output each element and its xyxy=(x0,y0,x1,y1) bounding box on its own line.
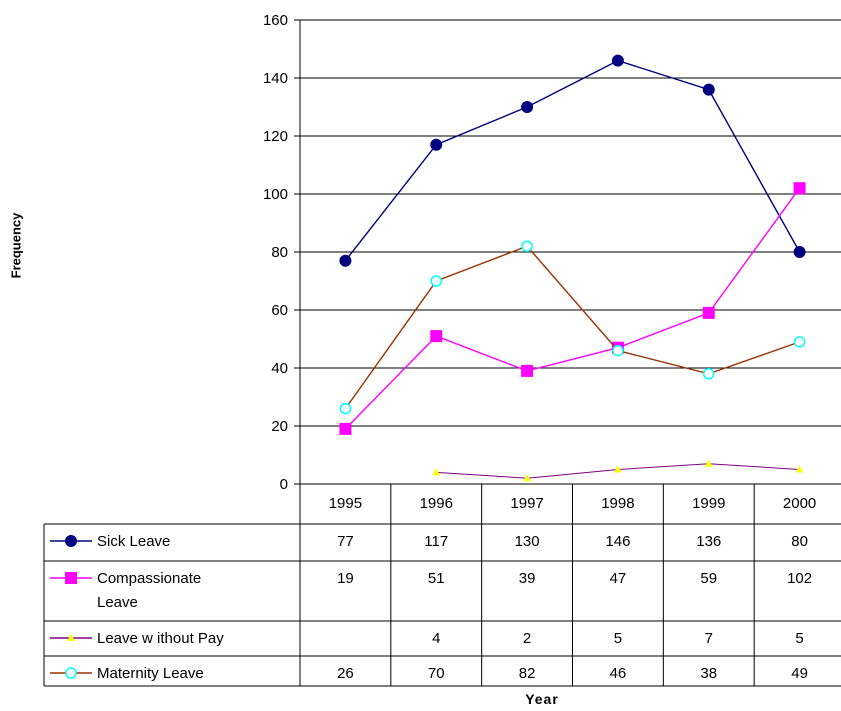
y-tick-label: 80 xyxy=(271,244,288,261)
legend-entry-label: Leave w ithout Pay xyxy=(97,630,224,647)
data-label: 102 xyxy=(787,570,812,587)
y-tick-label: 0 xyxy=(280,476,288,493)
data-point xyxy=(795,465,804,473)
data-label: 5 xyxy=(614,630,622,647)
data-label: 59 xyxy=(700,570,717,587)
legend-key-marker xyxy=(67,634,75,641)
data-label: 136 xyxy=(696,533,721,550)
data-label: 5 xyxy=(795,630,803,647)
legend-key-marker xyxy=(65,667,77,679)
data-label: 4 xyxy=(432,630,440,647)
y-tick-label: 120 xyxy=(263,128,288,145)
legend-entry-label: Leave xyxy=(97,594,138,611)
data-point xyxy=(611,54,624,67)
data-label: 130 xyxy=(515,533,540,550)
data-label: 39 xyxy=(519,570,536,587)
x-tick-label: 1997 xyxy=(510,495,543,512)
data-label: 82 xyxy=(519,665,536,682)
legend-key-marker xyxy=(65,535,77,547)
data-label: 80 xyxy=(791,533,808,550)
data-label: 26 xyxy=(337,665,354,682)
data-point xyxy=(521,240,533,252)
y-tick-label: 20 xyxy=(271,418,288,435)
data-label: 117 xyxy=(424,533,448,550)
data-label: 70 xyxy=(428,665,445,682)
data-point xyxy=(703,368,715,380)
series-3 xyxy=(339,240,806,415)
data-point xyxy=(793,182,806,195)
x-tick-label: 1996 xyxy=(420,495,453,512)
data-label: 51 xyxy=(428,570,445,587)
y-tick-label: 60 xyxy=(271,302,288,319)
data-point xyxy=(523,474,532,482)
series-1 xyxy=(339,182,806,435)
x-tick-label: 2000 xyxy=(783,495,816,512)
data-point xyxy=(793,246,806,258)
legend-entry-label: Sick Leave xyxy=(97,533,170,550)
data-point xyxy=(430,330,443,343)
x-axis-title: Year xyxy=(525,691,559,707)
x-tick-label: 1995 xyxy=(329,495,362,512)
data-label: 38 xyxy=(700,665,717,682)
data-point xyxy=(339,402,352,415)
data-point xyxy=(702,83,715,96)
legend-entry-label: Maternity Leave xyxy=(97,665,204,682)
series-line xyxy=(344,187,801,430)
legend-entry-label: Compassionate xyxy=(97,570,201,587)
data-point xyxy=(793,336,806,348)
series-line xyxy=(344,245,800,410)
data-label: 146 xyxy=(605,533,630,550)
data-point xyxy=(612,344,624,357)
data-point xyxy=(430,138,443,151)
y-tick-label: 100 xyxy=(263,186,288,203)
y-tick-label: 140 xyxy=(263,70,288,87)
data-label: 46 xyxy=(610,665,627,682)
y-axis-title-container: Frequency xyxy=(6,180,26,310)
data-label: 7 xyxy=(705,630,713,647)
data-point xyxy=(521,364,534,377)
y-tick-label: 40 xyxy=(271,360,288,377)
data-label: 47 xyxy=(610,570,627,587)
series-2 xyxy=(432,459,804,482)
data-point xyxy=(339,422,352,435)
data-label: 49 xyxy=(791,665,808,682)
data-point xyxy=(430,275,442,287)
data-point xyxy=(521,101,534,113)
y-axis-title: Frequency xyxy=(8,212,24,278)
data-point xyxy=(339,254,352,267)
data-point xyxy=(432,468,441,476)
data-point xyxy=(613,465,622,473)
data-label: 19 xyxy=(337,570,354,587)
y-tick-label: 160 xyxy=(263,12,288,29)
series-0 xyxy=(339,54,806,267)
series-line xyxy=(344,59,801,262)
x-tick-label: 1998 xyxy=(601,495,634,512)
legend-key-marker xyxy=(65,572,77,584)
data-point xyxy=(702,306,715,319)
x-tick-label: 1999 xyxy=(692,495,725,512)
data-point xyxy=(704,459,713,467)
data-label: 2 xyxy=(523,630,531,647)
data-label: 77 xyxy=(337,533,354,550)
